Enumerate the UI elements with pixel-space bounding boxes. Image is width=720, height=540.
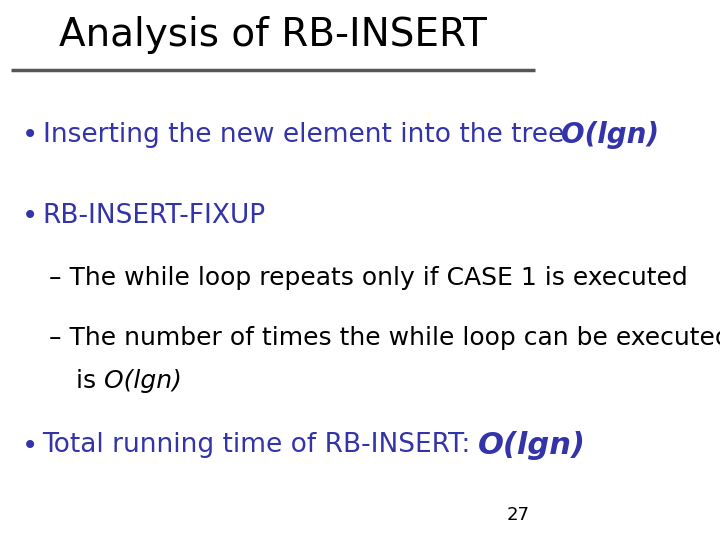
Text: RB-INSERT-FIXUP: RB-INSERT-FIXUP [42,203,266,229]
Text: is: is [76,369,104,393]
Text: •: • [22,121,38,149]
Text: O(lgn): O(lgn) [104,369,182,393]
Text: Total running time of RB-INSERT:: Total running time of RB-INSERT: [42,433,487,458]
Text: O(lgn): O(lgn) [561,121,659,149]
Text: O(lgn): O(lgn) [478,431,586,460]
Text: Analysis of RB-INSERT: Analysis of RB-INSERT [59,16,487,54]
Text: – The number of times the while loop can be executed: – The number of times the while loop can… [49,326,720,349]
Text: •: • [22,202,38,230]
Text: 27: 27 [507,506,530,524]
Text: – The while loop repeats only if CASE 1 is executed: – The while loop repeats only if CASE 1 … [49,266,688,290]
Text: •: • [22,431,38,460]
Text: Inserting the new element into the tree: Inserting the new element into the tree [42,122,572,148]
